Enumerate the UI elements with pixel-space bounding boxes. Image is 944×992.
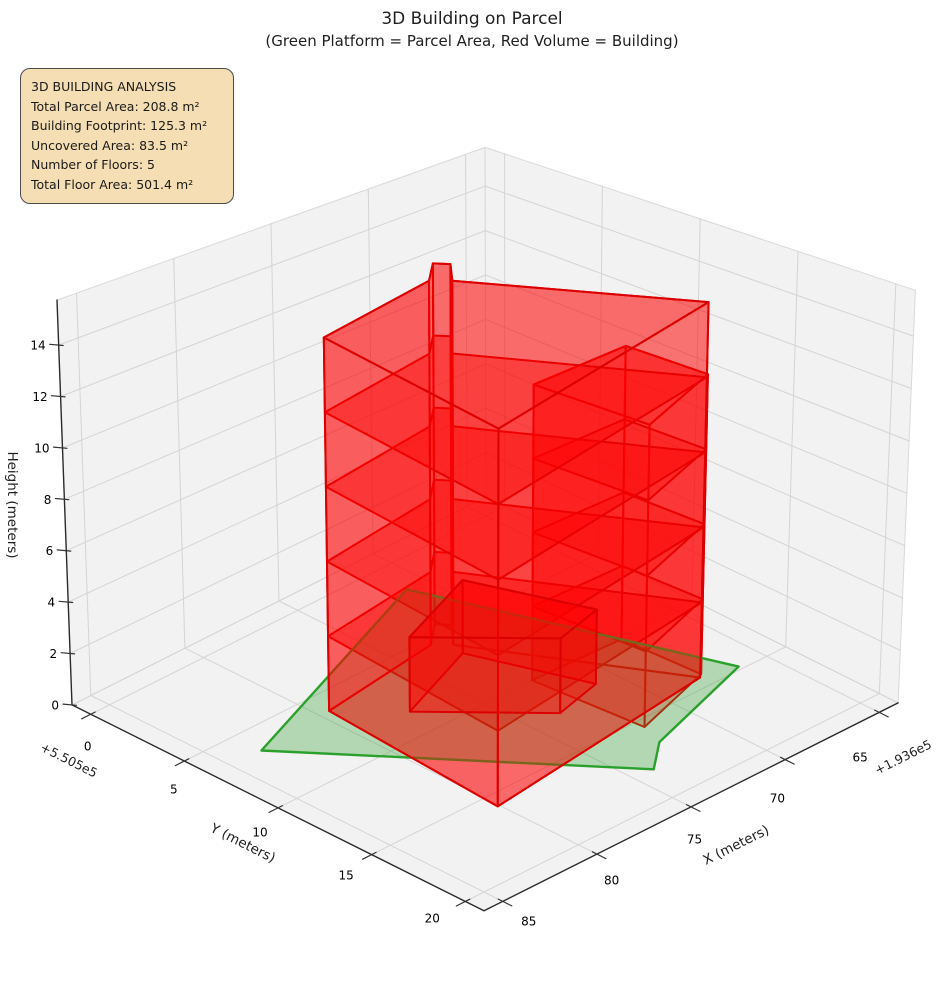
tick-mark (49, 343, 64, 347)
z-tick-label: 14 (30, 339, 45, 353)
annotation-stat-line: Building Footprint: 125.3 m² (31, 118, 208, 134)
y-tick-label: 10 (252, 825, 267, 839)
tick-mark (56, 549, 72, 552)
annotation-stat-line: Total Floor Area: 501.4 m² (31, 176, 194, 192)
grid-line (485, 407, 903, 599)
tick-mark (591, 851, 607, 860)
tick-mark (174, 758, 190, 767)
grid-line (484, 274, 910, 442)
z-tick-label: 12 (32, 390, 47, 404)
grid-line (65, 363, 487, 552)
building-entry-roof (408, 579, 598, 640)
tick-mark (60, 652, 76, 655)
grid-line (63, 318, 486, 500)
grid-line (90, 505, 506, 715)
tick-mark (874, 709, 889, 718)
parcel-platform (260, 588, 740, 771)
tick-mark (58, 600, 74, 604)
annotation-stat-line: Number of Floors: 5 (31, 157, 155, 173)
y-tick-label: 5 (170, 782, 178, 796)
tick-mark (54, 497, 70, 501)
grid-line (60, 230, 486, 397)
grid-line (67, 407, 487, 603)
axis-line (56, 299, 73, 706)
building-front-wall (322, 336, 500, 808)
grid-line (465, 153, 468, 507)
y-tick-label: 20 (425, 912, 440, 926)
y-tick-label: 15 (338, 868, 353, 882)
grid-line (484, 185, 914, 337)
annotation-stat-line: Uncovered Area: 83.5 m² (31, 137, 189, 153)
tick-mark (362, 851, 377, 860)
tick-mark (780, 756, 795, 765)
x-axis-label: X (meters) (701, 822, 772, 868)
plot-title: 3D Building on Parcel (381, 9, 563, 29)
plot-subtitle: (Green Platform = Parcel Area, Red Volum… (265, 32, 679, 50)
z-tick-label: 0 (51, 698, 59, 712)
grid-line (597, 185, 603, 554)
tick-mark (81, 711, 96, 720)
x-tick-label: 70 (770, 791, 785, 805)
x-tick-label: 85 (521, 914, 536, 928)
grid-line (367, 188, 374, 555)
grid-line (71, 496, 487, 706)
x-tick-label: 65 (853, 750, 868, 764)
grid-line (485, 452, 901, 651)
z-axis-label: Height (meters) (4, 451, 20, 558)
grid-line (62, 274, 486, 449)
x-tick-label: 75 (687, 832, 702, 846)
z-tick-label: 8 (44, 493, 52, 507)
z-tick-label: 4 (48, 596, 56, 610)
y-tick-label: 0 (84, 739, 92, 753)
grid-line (878, 283, 897, 695)
grid-line (58, 185, 486, 346)
x-axis-offset-text: +1.936e5 (872, 736, 934, 777)
grid-line (270, 223, 280, 602)
grid-line (785, 250, 799, 648)
tick-mark (685, 804, 701, 812)
grid-line (485, 496, 899, 704)
grid-line (464, 693, 880, 902)
grid-line (371, 646, 787, 856)
tick-mark (51, 395, 66, 398)
tick-mark (62, 703, 78, 706)
z-tick-label: 6 (46, 544, 54, 558)
grid-line (76, 292, 92, 696)
grid-line (69, 452, 487, 654)
building-analysis-annotation: 3D BUILDING ANALYSIS Total Parcel Area: 2… (20, 68, 234, 204)
grid-line (484, 230, 912, 389)
annotation-heading: 3D BUILDING ANALYSIS (31, 79, 177, 94)
grid-line (691, 218, 701, 601)
building-entry-wall (408, 636, 562, 715)
x-tick-label: 80 (604, 873, 619, 887)
grid-line (277, 599, 693, 809)
z-tick-label: 2 (49, 647, 57, 661)
tick-mark (52, 446, 68, 449)
z-tick-label: 10 (34, 441, 49, 455)
annotation-stat-line: Total Parcel Area: 208.8 m² (31, 98, 200, 114)
grid-line (173, 258, 186, 649)
tick-mark (497, 898, 513, 907)
grid-line (183, 552, 599, 762)
tick-mark (268, 805, 284, 813)
tick-mark (455, 898, 471, 907)
grid-line (485, 318, 908, 494)
